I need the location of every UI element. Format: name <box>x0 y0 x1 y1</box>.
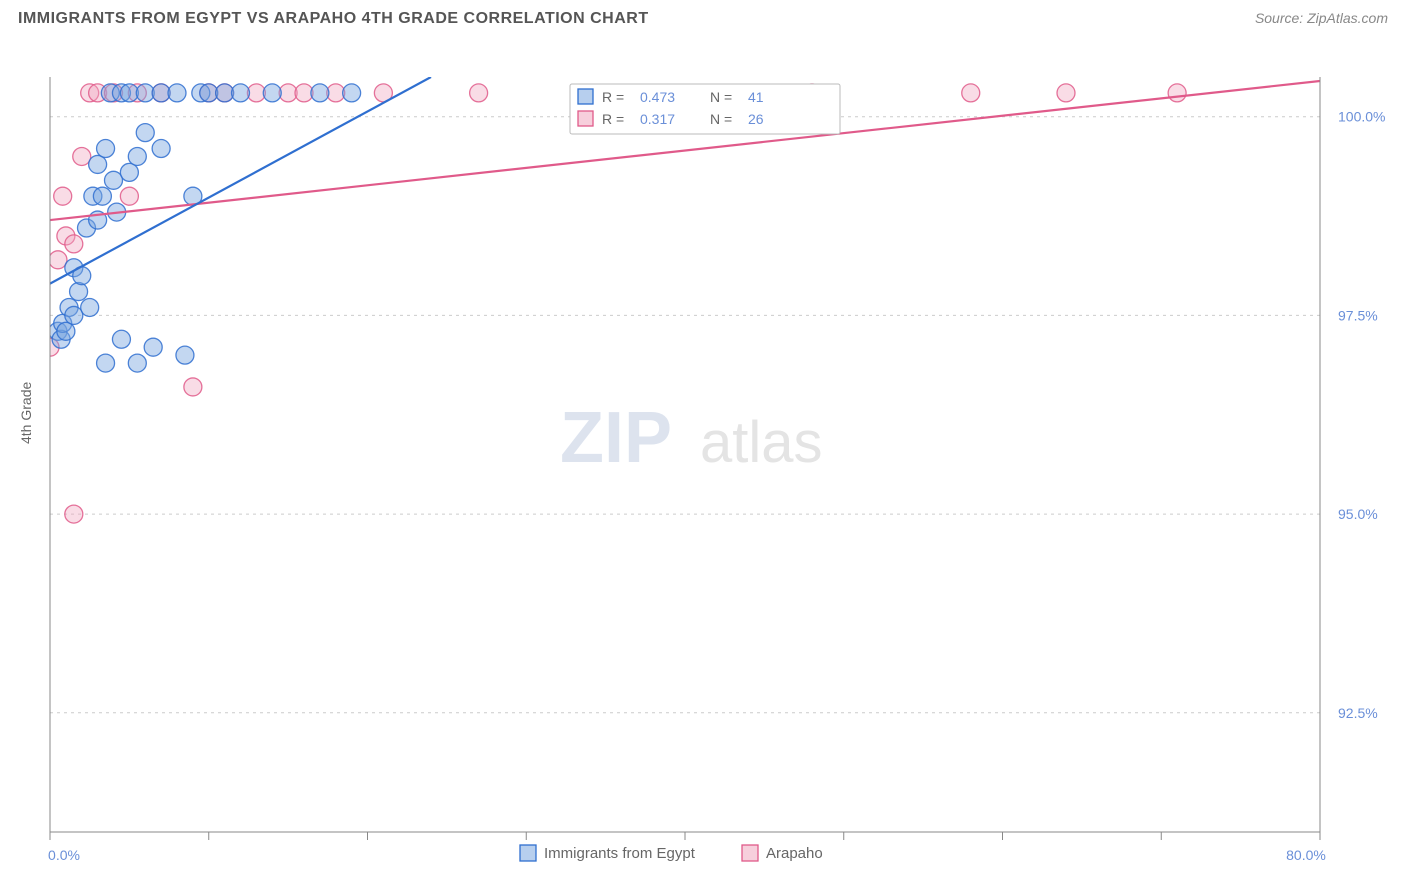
legend-n-label: N = <box>710 111 732 127</box>
egypt-point <box>57 322 75 340</box>
legend-n-value: 26 <box>748 111 764 127</box>
arapaho-point <box>1168 84 1186 102</box>
bottom-legend-label: Arapaho <box>766 845 823 862</box>
egypt-point <box>105 171 123 189</box>
egypt-point <box>97 354 115 372</box>
y-tick-label: 100.0% <box>1338 109 1385 125</box>
arapaho-point <box>962 84 980 102</box>
egypt-point <box>89 155 107 173</box>
chart-header: IMMIGRANTS FROM EGYPT VS ARAPAHO 4TH GRA… <box>0 0 1406 32</box>
egypt-point <box>136 124 154 142</box>
watermark: ZIP atlas <box>560 398 823 478</box>
egypt-point <box>128 147 146 165</box>
y-tick-label: 92.5% <box>1338 705 1378 721</box>
egypt-point <box>343 84 361 102</box>
arapaho-point <box>65 235 83 253</box>
svg-text:ZIP: ZIP <box>560 398 672 478</box>
scatter-chart-svg: 92.5% 95.0% 97.5% 100.0% ZIP atlas 0.0% 80.0% R … <box>0 32 1406 882</box>
egypt-point <box>176 346 194 364</box>
chart-area: 4th Grade 92.5% 95.0% 97.5% 100.0% ZIP atlas 0… <box>0 32 1406 882</box>
bottom-legend-swatch-egypt <box>520 845 536 861</box>
arapaho-point <box>120 187 138 205</box>
y-axis-label: 4th Grade <box>18 382 34 444</box>
legend-r-label: R = <box>602 89 624 105</box>
bottom-legend-label: Immigrants from Egypt <box>544 845 696 862</box>
chart-title: IMMIGRANTS FROM EGYPT VS ARAPAHO 4TH GRA… <box>18 10 649 28</box>
arapaho-point <box>49 251 67 269</box>
chart-source: Source: ZipAtlas.com <box>1255 10 1388 26</box>
x-tick-label: 0.0% <box>48 847 80 863</box>
egypt-point <box>65 306 83 324</box>
egypt-point <box>168 84 186 102</box>
x-tick-label: 80.0% <box>1286 847 1326 863</box>
egypt-point <box>120 163 138 181</box>
legend-r-value: 0.473 <box>640 89 675 105</box>
egypt-point <box>70 283 88 301</box>
legend-r-label: R = <box>602 111 624 127</box>
svg-text:atlas: atlas <box>700 410 823 475</box>
egypt-point <box>152 140 170 158</box>
legend-n-value: 41 <box>748 89 764 105</box>
legend-n-label: N = <box>710 89 732 105</box>
egypt-point <box>232 84 250 102</box>
egypt-point <box>128 354 146 372</box>
plot-group <box>41 77 1320 523</box>
egypt-point <box>97 140 115 158</box>
y-tick-label: 97.5% <box>1338 307 1378 323</box>
egypt-point <box>112 330 130 348</box>
arapaho-point <box>65 505 83 523</box>
egypt-point <box>263 84 281 102</box>
legend-swatch-egypt <box>578 89 593 104</box>
arapaho-point <box>1057 84 1075 102</box>
bottom-legend-swatch-arapaho <box>742 845 758 861</box>
egypt-point <box>93 187 111 205</box>
egypt-point <box>81 298 99 316</box>
arapaho-point <box>470 84 488 102</box>
arapaho-point <box>54 187 72 205</box>
egypt-point <box>311 84 329 102</box>
legend-r-value: 0.317 <box>640 111 675 127</box>
arapaho-point <box>184 378 202 396</box>
y-tick-label: 95.0% <box>1338 506 1378 522</box>
arapaho-point <box>73 147 91 165</box>
legend-swatch-arapaho <box>578 111 593 126</box>
egypt-point <box>144 338 162 356</box>
